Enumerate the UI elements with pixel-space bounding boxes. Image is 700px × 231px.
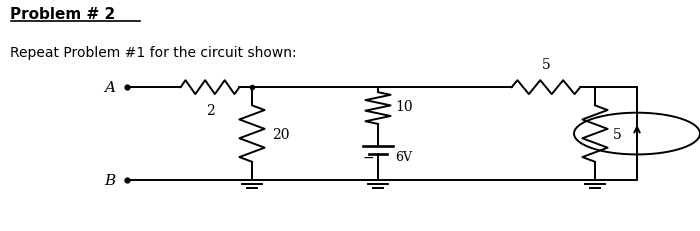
Text: Problem # 2: Problem # 2	[10, 7, 116, 22]
Text: B: B	[104, 173, 116, 187]
Text: Repeat Problem #1 for the circuit shown:: Repeat Problem #1 for the circuit shown:	[10, 46, 297, 60]
Text: 2: 2	[206, 104, 214, 118]
Text: 5: 5	[612, 127, 622, 141]
Text: 20: 20	[272, 127, 289, 141]
Text: A: A	[104, 81, 116, 95]
Text: 6V: 6V	[395, 151, 412, 164]
Text: 5: 5	[542, 58, 550, 72]
Text: −: −	[363, 150, 375, 164]
Text: 10: 10	[395, 99, 413, 113]
